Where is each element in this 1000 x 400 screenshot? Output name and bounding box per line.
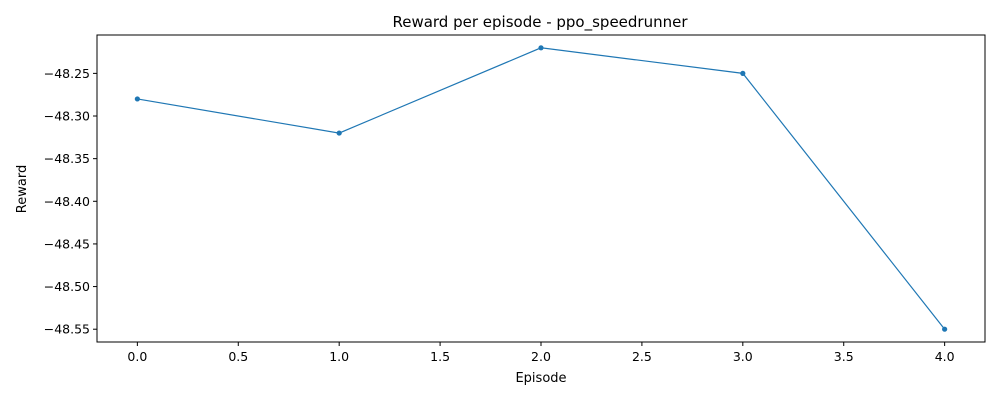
data-point <box>134 96 140 102</box>
x-tick-label: 0.5 <box>228 349 248 364</box>
data-point <box>538 45 544 51</box>
series-layer <box>134 45 948 332</box>
x-axis-ticks: 0.0 0.5 1.0 1.5 2.0 2.5 3.0 3.5 4.0 <box>127 342 955 364</box>
x-axis-label: Episode <box>515 371 566 386</box>
x-tick-label: 1.5 <box>430 349 450 364</box>
x-tick-label: 2.0 <box>531 349 551 364</box>
x-tick-label: 3.0 <box>733 349 753 364</box>
y-tick-label: −48.35 <box>44 151 90 166</box>
y-tick-label: −48.30 <box>44 109 90 124</box>
plot-frame <box>96 34 986 343</box>
x-tick-label: 2.5 <box>632 349 652 364</box>
y-axis-ticks: −48.25 −48.30 −48.35 −48.40 −48.45 −48.50 −48.… <box>44 66 97 337</box>
data-point <box>942 326 948 332</box>
data-point <box>740 70 746 76</box>
chart-title: Reward per episode - ppo_speedrunner <box>392 13 688 32</box>
y-tick-label: −48.25 <box>44 66 90 81</box>
y-tick-label: −48.55 <box>44 322 90 337</box>
x-tick-label: 1.0 <box>329 349 349 364</box>
data-point <box>336 130 342 136</box>
x-tick-label: 3.5 <box>834 349 854 364</box>
y-tick-label: −48.40 <box>44 194 90 209</box>
plot-area: 0.0 0.5 1.0 1.5 2.0 2.5 3.0 3.5 4.0 −48.25 −48.30… <box>44 34 986 364</box>
x-tick-label: 0.0 <box>127 349 147 364</box>
y-axis-label: Reward <box>15 165 30 213</box>
x-tick-label: 4.0 <box>935 349 955 364</box>
y-tick-label: −48.50 <box>44 279 90 294</box>
series-line <box>137 47 946 330</box>
y-tick-label: −48.45 <box>44 236 90 251</box>
